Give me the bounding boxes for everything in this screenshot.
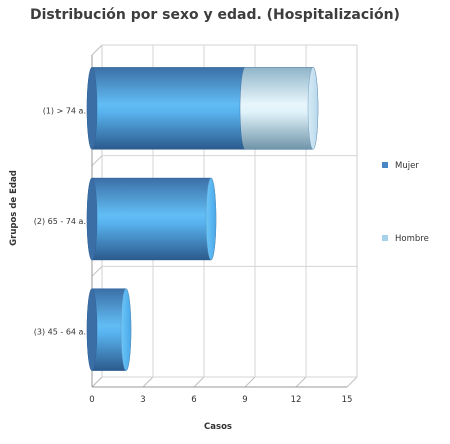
floor-gridline — [346, 376, 358, 388]
bar-end-cap — [307, 67, 319, 150]
x-tick-label: 9 — [242, 395, 247, 405]
side-gridline — [91, 44, 103, 56]
floor-gridline — [193, 376, 205, 388]
bar-start-cap — [86, 288, 98, 371]
side-gridline — [91, 376, 103, 388]
bars — [86, 67, 319, 371]
x-axis-label: Casos — [204, 422, 232, 432]
floor-gridline — [142, 376, 154, 388]
chart-title: Distribución por sexo y edad. (Hospitali… — [30, 7, 400, 23]
category-label: (1) > 74 a. — [43, 106, 86, 115]
x-tick-label: 12 — [291, 395, 302, 405]
bar-end-cap — [205, 177, 217, 261]
bar-hombre — [239, 67, 319, 150]
legend-label-mujer: Mujer — [395, 161, 419, 171]
x-tick-labels: 0 3 6 9 12 15 — [89, 395, 352, 405]
bar-start-cap — [86, 67, 98, 150]
legend-swatch-hombre — [382, 235, 388, 241]
x-tick-label: 3 — [140, 395, 145, 405]
category-labels: (1) > 74 a. (2) 65 - 74 a. (3) 45 - 64 a. — [34, 106, 86, 336]
side-gridline — [91, 265, 103, 277]
y-axis-label: Grupos de Edad — [9, 170, 19, 246]
side-gridline — [91, 155, 103, 167]
legend-swatch-mujer — [382, 162, 388, 168]
legend: Mujer Hombre — [382, 161, 429, 244]
floor-gridline — [295, 376, 307, 388]
x-tick-label: 0 — [89, 395, 94, 405]
legend-label-hombre: Hombre — [395, 234, 429, 244]
x-tick-label: 6 — [191, 395, 196, 405]
category-label: (2) 65 - 74 a. — [34, 217, 86, 226]
category-label: (3) 45 - 64 a. — [34, 328, 86, 337]
floor-gridline — [244, 376, 256, 388]
bar-start-cap — [86, 177, 98, 261]
bar-end-cap — [120, 288, 132, 371]
x-tick-label: 15 — [342, 395, 353, 405]
bar-mujer — [86, 67, 251, 150]
bar-mujer — [86, 177, 217, 261]
